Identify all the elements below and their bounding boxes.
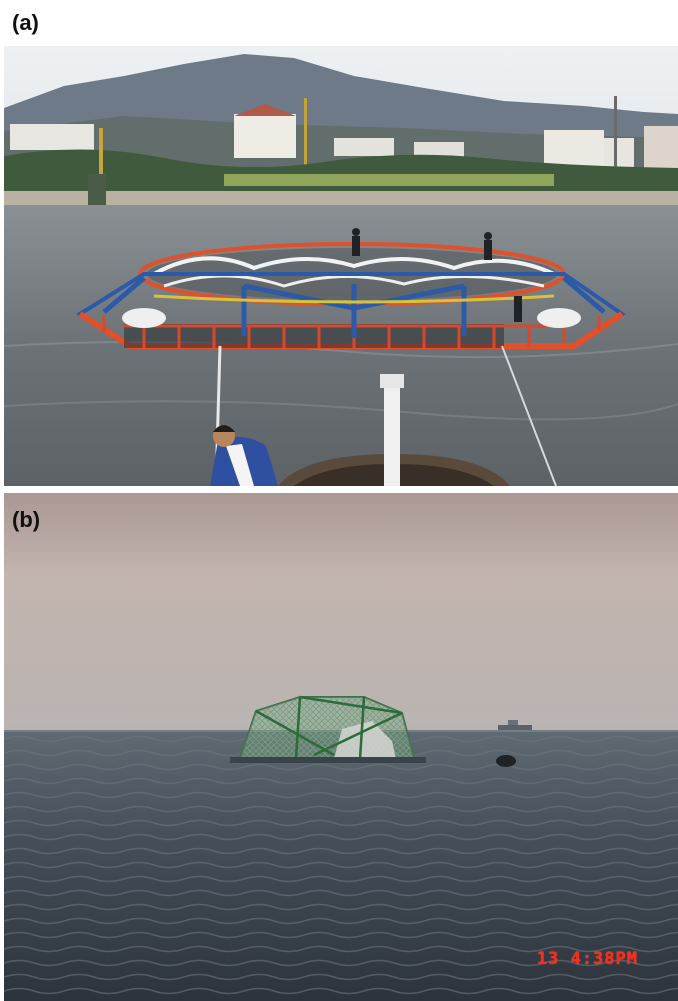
mast: [384, 386, 400, 486]
photo-panel-b: 13 4:38PM: [4, 493, 678, 1001]
worker: [210, 425, 278, 486]
buildings: [10, 96, 678, 208]
panel-label-a: (a): [12, 10, 39, 35]
panel-label-b: (b): [12, 507, 41, 532]
submerged-cage-photo: [4, 493, 678, 1001]
photo-panel-a: [4, 46, 678, 486]
fish-cage-photo: [4, 46, 678, 486]
dusk-sky: [4, 493, 678, 731]
waves: [4, 733, 678, 1001]
distant-ship: [498, 720, 532, 730]
submerged-cage: [230, 695, 426, 763]
camera-timestamp: 13 4:38PM: [536, 949, 638, 969]
octagonal-fish-cage: [76, 228, 626, 349]
buoy: [496, 755, 516, 767]
